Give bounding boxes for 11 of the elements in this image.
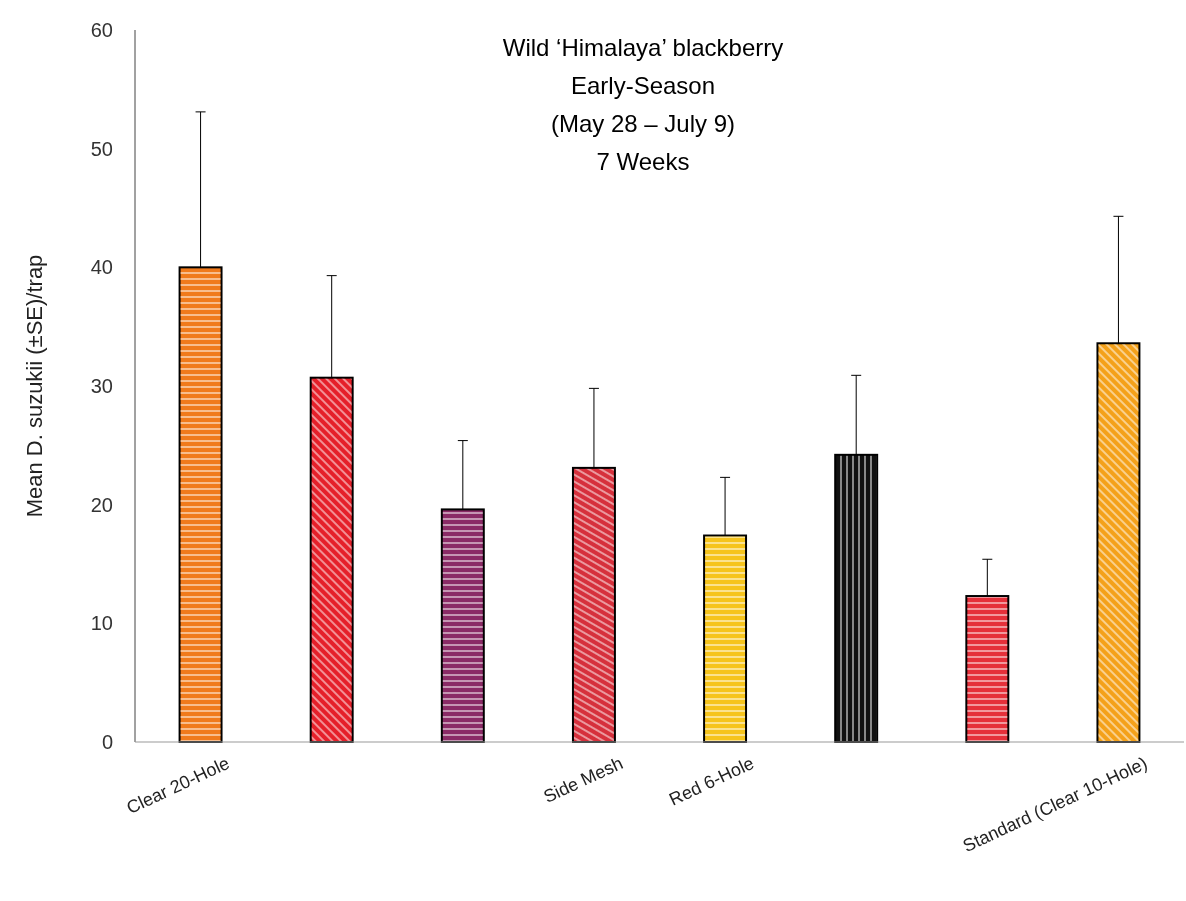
x-tick-label: Side Mesh xyxy=(540,752,626,807)
y-tick-label: 10 xyxy=(90,612,113,635)
y-tick-label: 20 xyxy=(90,493,113,516)
x-tick-label: Red 6-Hole xyxy=(666,752,758,810)
text: Wild ‘Himalaya’ blackberry Early-Season (May 28 – July 9) 7 Weeks xyxy=(502,34,784,175)
y-tick-label: 50 xyxy=(90,137,113,160)
y-tick-label: 60 xyxy=(90,19,113,41)
y-tick-label: 40 xyxy=(90,256,113,279)
y-axis-title: Mean D. suzukii (±SE)/trap xyxy=(22,254,47,518)
y-tick-label: 0 xyxy=(101,731,113,753)
y-tick-label: 30 xyxy=(90,375,113,397)
